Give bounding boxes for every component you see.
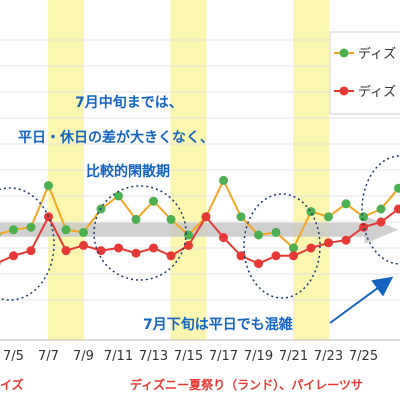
legend-box [329, 31, 400, 115]
legend-label-2: ディズ [358, 84, 396, 100]
legend-label-1: ディズ [358, 46, 396, 62]
series-0-point-7/23 [324, 212, 333, 222]
series-0-point-7/18 [236, 212, 246, 222]
series-1-point-7/4 [0, 261, 1, 266]
series-0-point-7/25 [359, 212, 368, 222]
event-label-right: ディズニー夏祭り（ランド）、パイレーツサ [130, 377, 363, 392]
annotation-late-july-text: 7月下旬は平日でも混雑 [143, 316, 293, 333]
series-0-point-7/17 [219, 175, 228, 185]
annotation-late-july: 7月下旬は平日でも混雑 [143, 276, 394, 333]
x-tick-label-7/7: 7/7 [38, 349, 59, 364]
legend-swatch-dot-2 [339, 86, 349, 96]
annotation-late-july-arrow [329, 276, 394, 324]
trend-arrow-head-0 [364, 215, 399, 244]
series-1-point-7/22 [306, 243, 316, 253]
series-1-point-7/17 [219, 233, 228, 243]
series-1-point-7/19 [254, 259, 263, 269]
trend-arrow-layer [0, 215, 399, 244]
series-0-point-7/27 [394, 183, 400, 193]
series-0-point-7/5 [9, 225, 18, 235]
annotation-mid-july-line2: 平日・休日の差が大きくなく、 [18, 129, 214, 146]
series-1-point-7/21 [289, 251, 298, 261]
series-0-point-7/24 [341, 199, 351, 209]
x-tick-label-7/13: 7/13 [139, 349, 168, 364]
series-0-point-7/14 [166, 214, 176, 224]
series-1-point-7/16 [201, 212, 211, 222]
annotation-mid-july-line3: 比較的閑散期 [86, 163, 170, 180]
cluster-circle-mid [93, 185, 187, 281]
series-1-point-7/12 [131, 248, 141, 258]
legend-swatch-dot-1 [339, 48, 349, 58]
legend: ディズ ディズ [329, 31, 400, 115]
series-0-point-7/13 [149, 196, 158, 206]
cluster-circle-end [361, 155, 400, 265]
series-1-point-7/8 [61, 246, 71, 256]
series-1-point-7/10 [96, 246, 106, 256]
x-tick-label-7/19: 7/19 [244, 349, 273, 364]
series-0-point-7/21 [289, 243, 298, 253]
series-0-point-7/8 [61, 225, 71, 235]
x-tick-label-7/23: 7/23 [314, 349, 343, 364]
x-tick-label-7/25: 7/25 [349, 349, 378, 364]
series-1-point-7/20 [271, 251, 281, 261]
cluster-circles [0, 155, 400, 301]
series-0-point-7/19 [254, 230, 263, 240]
series-0-point-7/11 [114, 191, 123, 201]
series-1-point-7/18 [236, 251, 246, 261]
series-0-point-7/20 [271, 227, 281, 237]
event-label-left: イズ [0, 377, 24, 392]
series-1-point-7/13 [149, 243, 158, 253]
series-0-point-7/4 [0, 232, 1, 238]
series-1-point-7/27 [394, 204, 400, 214]
x-tick-label-7/21: 7/21 [279, 349, 308, 364]
annotation-mid-july-line1: 7月中旬までは、 [75, 94, 183, 111]
x-axis-ticks: 7/5 7/7 7/9 7/11 7/13 7/15 7/17 7/19 7/21 7/23 7/2… [3, 349, 378, 364]
cluster-circle-late [243, 193, 321, 299]
series-1-point-7/14 [166, 251, 176, 261]
series-1-point-7/15 [184, 240, 193, 250]
series-1-point-7/26 [376, 217, 386, 227]
series-1-point-7/24 [341, 235, 351, 245]
series-0-point-7/7 [44, 181, 53, 191]
x-tick-label-7/5: 7/5 [3, 349, 24, 364]
series-0-point-7/9 [79, 227, 88, 237]
cluster-circle-early [0, 187, 55, 301]
series-0-point-7/6 [26, 222, 36, 232]
event-labels: イズ ディズニー夏祭り（ランド）、パイレーツサ [0, 377, 363, 392]
series-1-point-7/23 [324, 238, 333, 248]
x-tick-label-7/17: 7/17 [209, 349, 238, 364]
series-1-point-7/9 [79, 240, 88, 250]
series-1-point-7/11 [114, 243, 123, 253]
series-0-point-7/26 [376, 204, 386, 214]
series-1-point-7/6 [26, 246, 36, 256]
series-0-point-7/22 [306, 207, 316, 217]
annotation-mid-july: 7月中旬までは、 平日・休日の差が大きくなく、 比較的閑散期 [18, 94, 214, 180]
series-0-point-7/12 [131, 214, 141, 224]
x-tick-label-7/11: 7/11 [104, 349, 133, 364]
x-tick-label-7/9: 7/9 [73, 349, 94, 364]
series-1-point-7/25 [359, 222, 368, 232]
series-1-point-7/5 [9, 251, 18, 261]
x-tick-label-7/15: 7/15 [174, 349, 203, 364]
